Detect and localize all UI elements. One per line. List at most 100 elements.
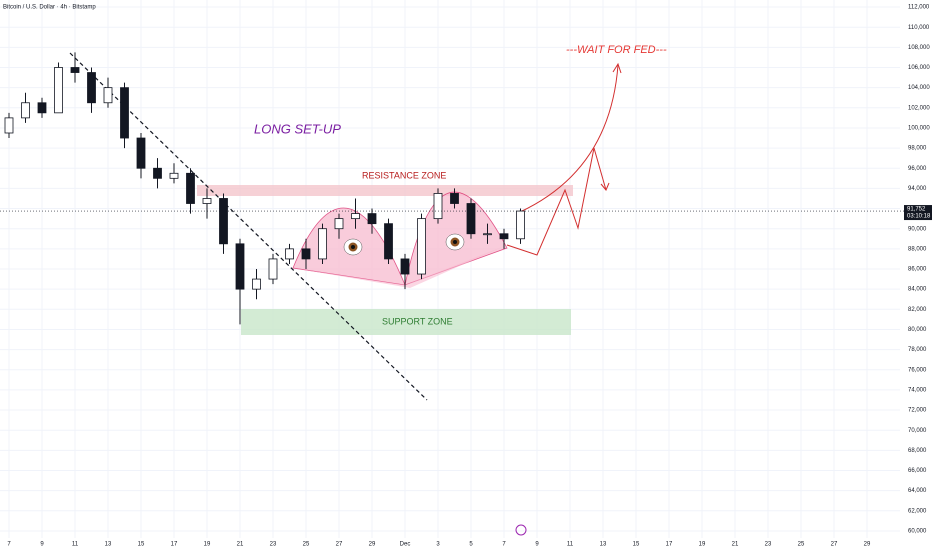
x-tick-label: 27 xyxy=(336,542,343,548)
y-tick-label: 72,000 xyxy=(908,408,927,414)
y-tick-label: 108,000 xyxy=(908,45,930,51)
x-tick-label: 19 xyxy=(204,542,211,548)
candle-body xyxy=(21,102,30,119)
y-tick-label: 102,000 xyxy=(908,105,930,111)
right-eye xyxy=(445,233,465,251)
candle-body xyxy=(70,67,80,73)
candle-body xyxy=(103,87,113,104)
y-tick-label: 110,000 xyxy=(908,25,930,31)
annotation: ---WAIT FOR FED--- xyxy=(566,44,667,56)
x-tick-label: Dec xyxy=(400,542,411,548)
y-tick-label: 80,000 xyxy=(908,327,927,333)
y-tick-label: 60,000 xyxy=(908,529,927,535)
y-tick-label: 62,000 xyxy=(908,508,927,514)
candle-body xyxy=(186,172,195,204)
candle-body xyxy=(400,258,410,275)
annotation: RESISTANCE ZONE xyxy=(362,170,446,180)
x-tick-label: 11 xyxy=(72,542,79,548)
candle-body xyxy=(252,278,261,290)
support-zone xyxy=(241,309,571,335)
candle-body xyxy=(516,210,525,240)
y-tick-label: 82,000 xyxy=(908,307,927,313)
x-tick-label: 17 xyxy=(171,542,178,548)
y-tick-label: 88,000 xyxy=(908,246,927,252)
y-tick-label: 104,000 xyxy=(908,85,930,91)
y-tick-label: 78,000 xyxy=(908,347,927,353)
y-tick-label: 106,000 xyxy=(908,65,930,71)
y-tick-label: 86,000 xyxy=(908,267,927,273)
x-tick-label: 19 xyxy=(699,542,706,548)
candle-body xyxy=(367,213,377,225)
x-tick-label: 21 xyxy=(237,542,244,548)
arrow-head xyxy=(612,62,622,74)
y-tick-label: 100,000 xyxy=(908,126,930,132)
x-tick-label: 7 xyxy=(502,542,506,548)
candle-body xyxy=(351,213,360,220)
candle-body xyxy=(120,87,129,139)
y-tick-label: 66,000 xyxy=(908,468,927,474)
x-tick-label: 29 xyxy=(864,542,871,548)
y-tick-label: 64,000 xyxy=(908,488,927,494)
x-tick-label: 29 xyxy=(369,542,376,548)
candle-body xyxy=(417,218,426,275)
x-tick-label: 3 xyxy=(436,542,440,548)
resistance-zone xyxy=(197,185,573,196)
candle-body xyxy=(169,172,179,179)
candle-body xyxy=(235,243,245,290)
x-tick-label: 21 xyxy=(732,542,739,548)
y-tick-label: 90,000 xyxy=(908,226,927,232)
x-tick-label: 15 xyxy=(633,542,640,548)
candle-body xyxy=(153,167,162,179)
x-tick-label: 11 xyxy=(567,542,574,548)
x-tick-label: 25 xyxy=(303,542,310,548)
candle-body xyxy=(499,233,509,240)
candle-body xyxy=(4,117,14,134)
y-tick-label: 94,000 xyxy=(908,186,927,192)
candle-body xyxy=(334,218,344,230)
candle-body xyxy=(219,198,228,245)
projection-path xyxy=(506,147,607,256)
y-tick-label: 96,000 xyxy=(908,166,927,172)
countdown-label: 03:10:18 xyxy=(907,214,931,220)
candle-body xyxy=(384,223,393,260)
x-tick-label: 7 xyxy=(7,542,11,548)
annotation: SUPPORT ZONE xyxy=(382,316,453,326)
arrow-head xyxy=(600,182,610,191)
candle-body xyxy=(301,248,311,260)
x-tick-label: 13 xyxy=(600,542,607,548)
candle-body xyxy=(433,193,443,220)
candle-body xyxy=(450,193,459,204)
left-eye xyxy=(343,238,363,256)
event-icon xyxy=(515,524,527,536)
x-tick-label: 5 xyxy=(469,542,473,548)
x-tick-label: 13 xyxy=(105,542,112,548)
y-tick-label: 98,000 xyxy=(908,146,927,152)
chart-title: Bitcoin / U.S. Dollar · 4h · Bitstamp xyxy=(3,5,96,11)
trend-line xyxy=(69,52,428,401)
y-tick-label: 70,000 xyxy=(908,428,927,434)
x-tick-label: 9 xyxy=(535,542,539,548)
x-tick-label: 17 xyxy=(666,542,673,548)
price-box xyxy=(904,205,932,221)
candle-body xyxy=(54,67,63,114)
x-tick-label: 23 xyxy=(270,542,277,548)
candle-body xyxy=(87,72,96,104)
candle-body xyxy=(318,228,327,260)
annotation: LONG SET-UP xyxy=(254,121,341,136)
y-tick-label: 68,000 xyxy=(908,448,927,454)
candle-body xyxy=(466,203,476,235)
x-tick-label: 23 xyxy=(765,542,772,548)
candle-body xyxy=(483,233,492,236)
x-tick-label: 9 xyxy=(40,542,44,548)
candle-body xyxy=(202,198,212,204)
price-label: 91,752 xyxy=(907,207,926,213)
candle-body xyxy=(136,137,146,169)
y-tick-label: 74,000 xyxy=(908,387,927,393)
y-tick-label: 76,000 xyxy=(908,367,927,373)
y-tick-label: 112,000 xyxy=(908,5,930,11)
x-tick-label: 15 xyxy=(138,542,145,548)
x-tick-label: 27 xyxy=(831,542,838,548)
candle-body xyxy=(37,102,47,114)
